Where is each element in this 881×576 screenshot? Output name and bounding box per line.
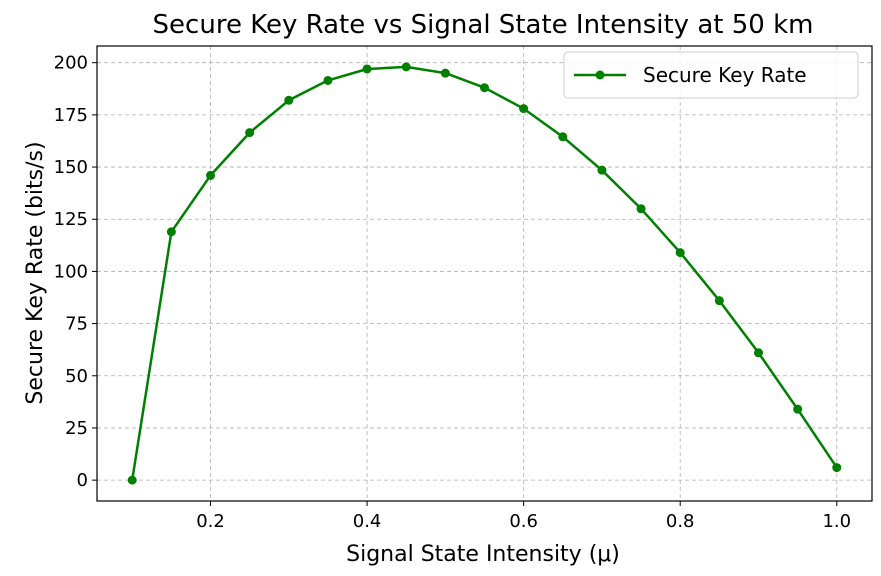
data-point bbox=[245, 128, 255, 138]
chart-title: Secure Key Rate vs Signal State Intensit… bbox=[153, 10, 814, 40]
legend: Secure Key Rate bbox=[563, 51, 859, 99]
y-tick-label: 25 bbox=[65, 418, 88, 439]
data-point bbox=[832, 463, 842, 473]
data-point bbox=[558, 132, 568, 142]
x-tick-label: 0.4 bbox=[353, 511, 382, 532]
data-point bbox=[793, 404, 803, 414]
data-point bbox=[753, 348, 763, 358]
data-point bbox=[480, 83, 489, 93]
x-tick-label: 0.2 bbox=[196, 511, 225, 532]
ticks: 0.2 0.4 0.6 0.8 1.0 0 25 50 75 100 125 150 175 200 bbox=[54, 53, 851, 532]
data-point bbox=[206, 170, 216, 180]
data-point bbox=[714, 296, 724, 306]
series-layer bbox=[127, 62, 842, 485]
data-point bbox=[362, 64, 372, 74]
legend-marker bbox=[595, 70, 605, 80]
data-point bbox=[284, 95, 294, 105]
y-tick-label: 175 bbox=[54, 105, 88, 126]
x-tick-label: 0.6 bbox=[509, 511, 538, 532]
legend-box bbox=[563, 51, 859, 99]
y-tick-label: 50 bbox=[65, 366, 88, 387]
x-tick-label: 1.0 bbox=[822, 511, 851, 532]
y-tick-label: 125 bbox=[54, 209, 88, 230]
x-tick-label: 0.8 bbox=[666, 511, 695, 532]
data-point bbox=[519, 104, 529, 114]
plot-frame bbox=[96, 45, 873, 502]
data-point bbox=[166, 227, 176, 237]
y-tick-label: 0 bbox=[77, 470, 88, 491]
series-line bbox=[130, 65, 838, 481]
data-point bbox=[597, 165, 607, 175]
y-tick-label: 75 bbox=[65, 314, 88, 335]
y-tick-label: 200 bbox=[54, 53, 88, 74]
legend-label: Secure Key Rate bbox=[643, 63, 807, 87]
data-point bbox=[401, 62, 411, 72]
grid bbox=[97, 46, 872, 501]
y-axis-label: Secure Key Rate (bits/s) bbox=[23, 141, 48, 404]
x-axis-label: Signal State Intensity (μ) bbox=[346, 542, 620, 567]
y-tick-label: 150 bbox=[54, 157, 88, 178]
data-point bbox=[323, 75, 333, 85]
data-point bbox=[127, 475, 137, 485]
data-point bbox=[636, 204, 646, 214]
y-tick-label: 100 bbox=[54, 261, 88, 282]
data-point bbox=[675, 248, 685, 258]
data-point bbox=[440, 68, 450, 78]
